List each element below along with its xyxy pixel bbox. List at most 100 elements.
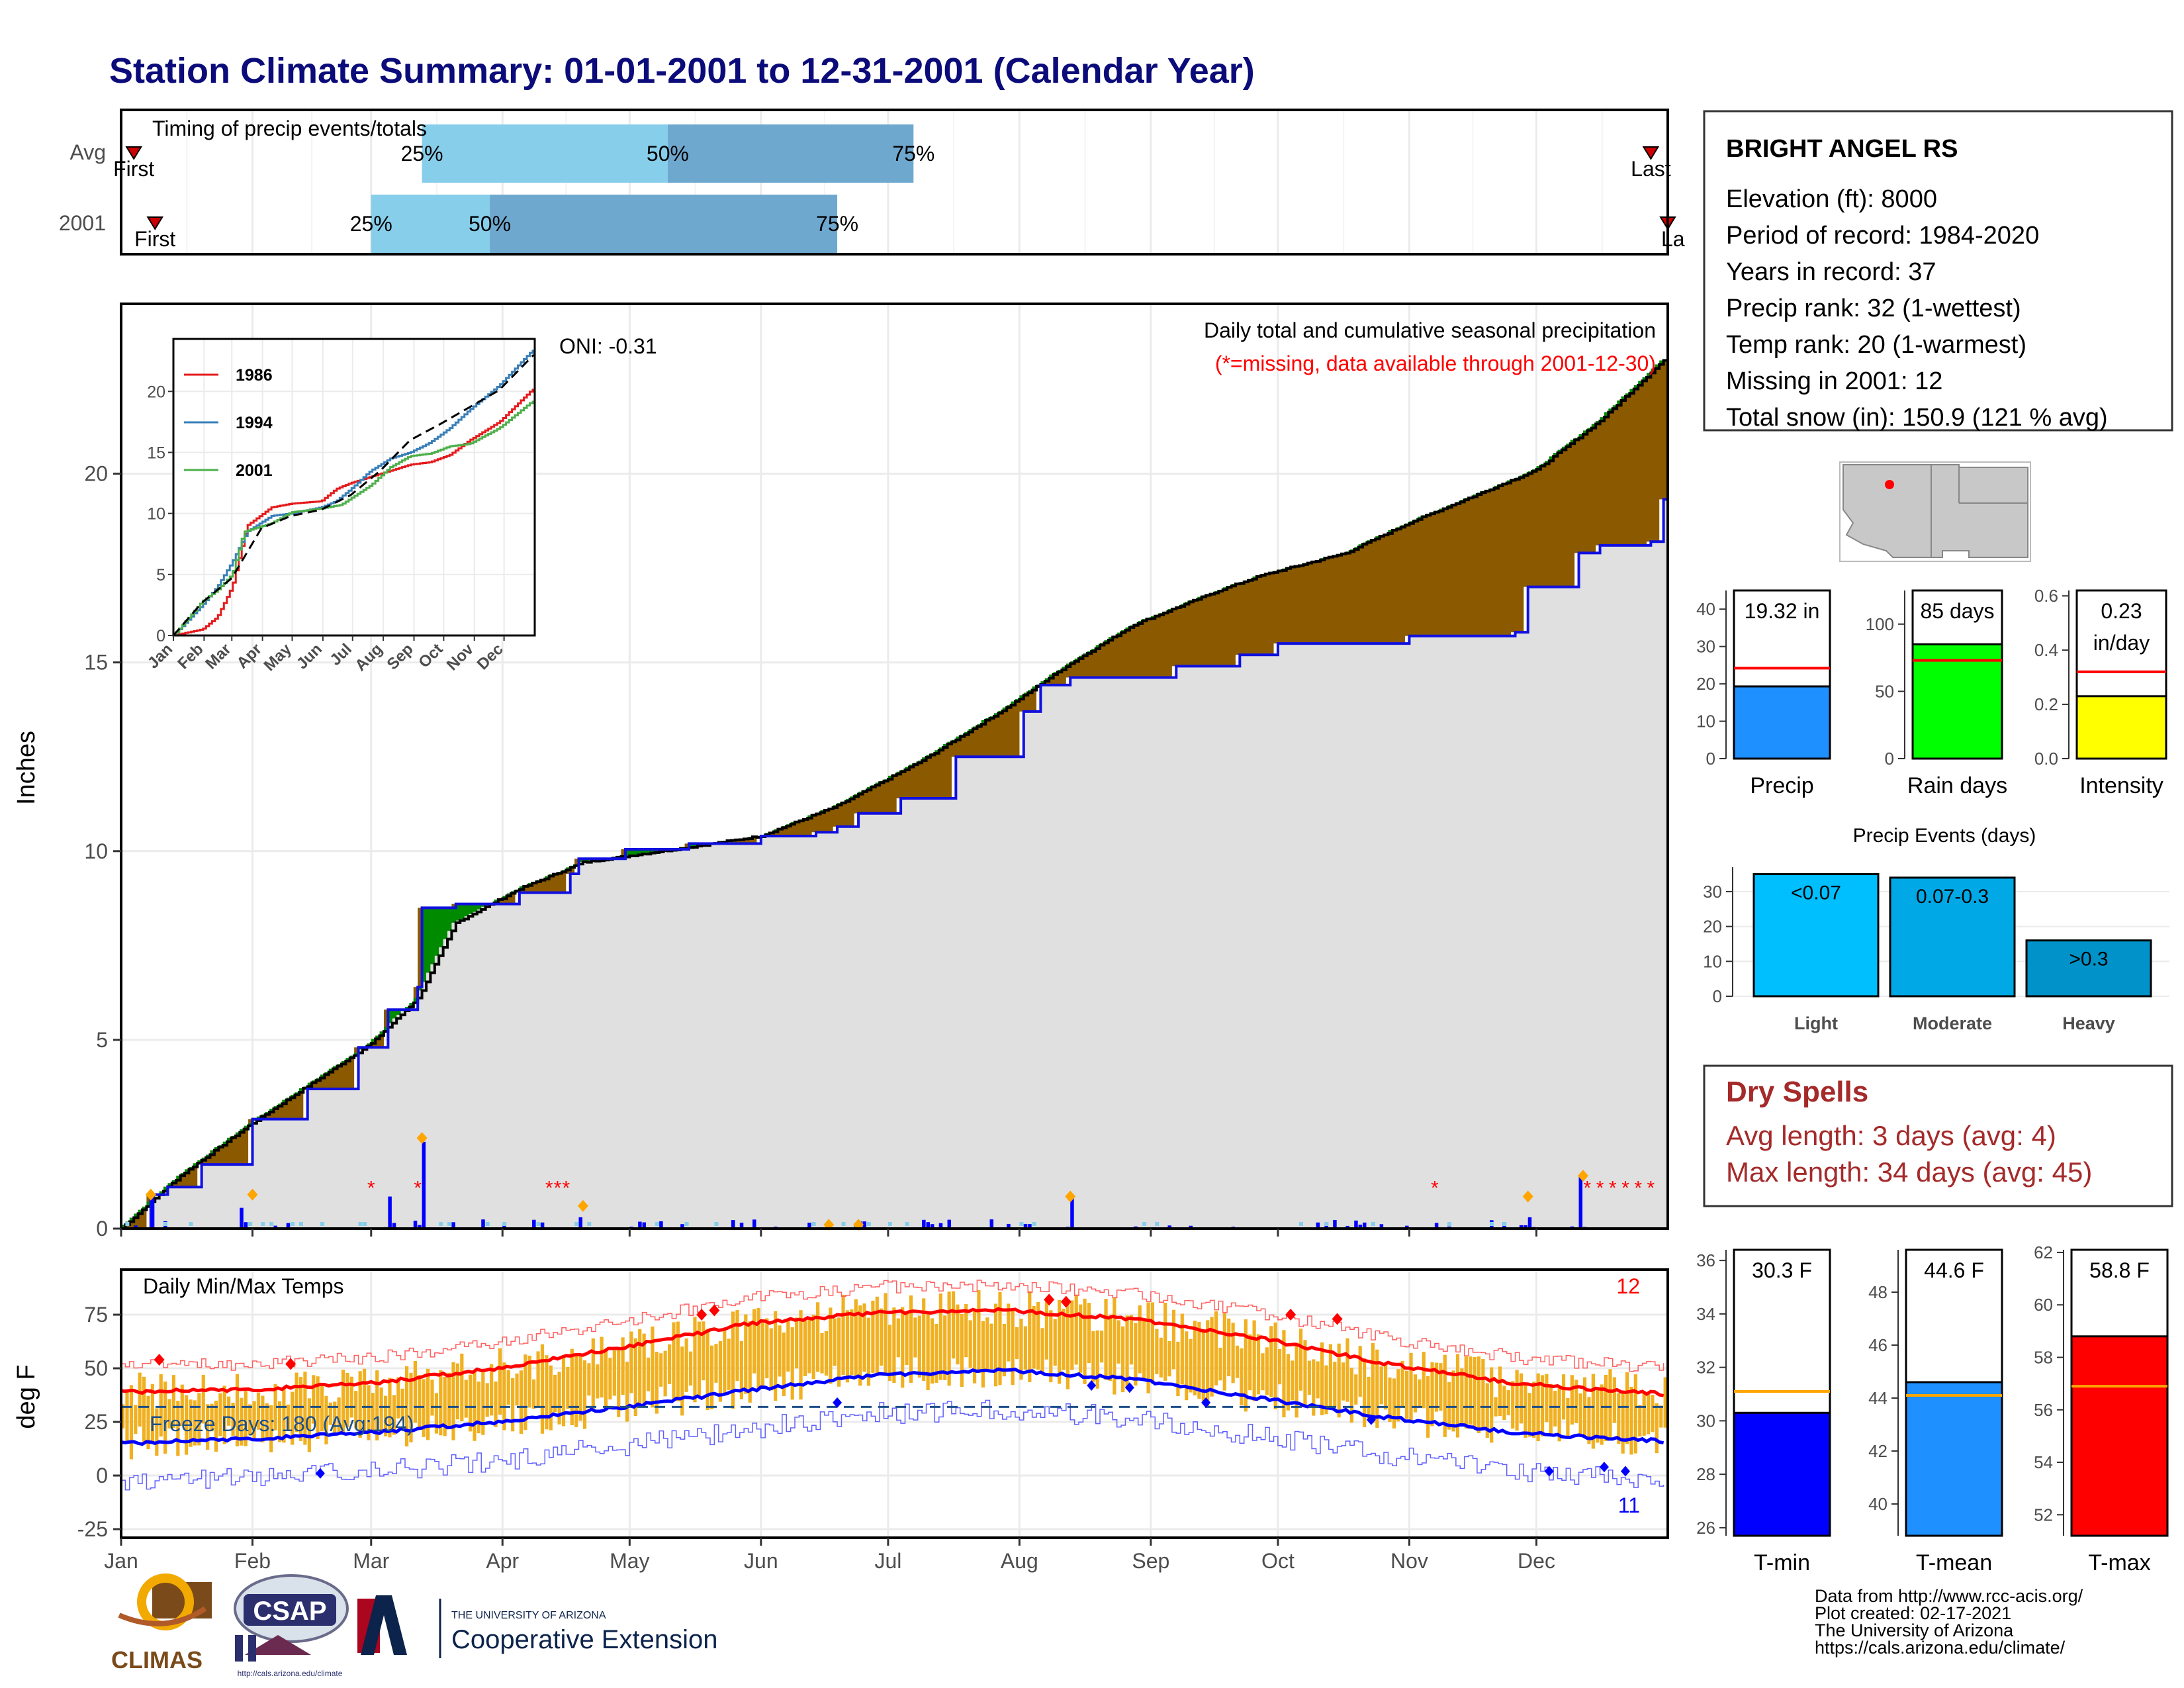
daily-temp-range-bar: [1240, 1348, 1244, 1405]
daily-temp-range-bar: [367, 1385, 371, 1440]
missing-day-marker: *: [545, 1178, 553, 1199]
daily-temp-range-bar: [1481, 1359, 1485, 1430]
record-low-marker: [1087, 1380, 1097, 1391]
daily-temp-range-bar: [1079, 1304, 1083, 1373]
daily-temp-range-bar: [1561, 1374, 1566, 1420]
temperature-panel-border: [120, 1268, 1669, 1539]
timing-quartile-label: 50%: [469, 212, 511, 236]
daily-temp-range-bar: [409, 1372, 413, 1443]
daily-temp-range-bar: [469, 1374, 473, 1432]
daily-temp-range-bar: [1159, 1337, 1163, 1378]
summary-bar-value-label: 85 days: [1920, 599, 1994, 623]
daily-temp-range-bar: [498, 1348, 502, 1415]
daily-temp-range-bar: [282, 1386, 286, 1443]
last-event-label: La: [1661, 227, 1685, 251]
daily-precip-bar: [451, 1222, 455, 1229]
daily-temp-range-bar: [837, 1317, 841, 1387]
ua-cooperative-extension-logo: THE UNIVERSITY OF ARIZONA Cooperative Ex…: [357, 1595, 717, 1658]
daily-temp-range-bar: [1252, 1320, 1256, 1401]
daily-temp-range-bar: [1337, 1343, 1341, 1418]
daily-temp-range-bar: [1604, 1375, 1608, 1441]
summary-bar-Intensity: [2075, 695, 2167, 760]
daily-temp-range-bar: [1511, 1381, 1515, 1429]
normal-max-temp-line: [120, 1307, 1664, 1397]
daily-temp-range-bar: [273, 1383, 277, 1430]
inset-border: [172, 338, 536, 637]
daily-temp-range-bar: [286, 1404, 290, 1431]
daily-temp-range-bar: [1277, 1348, 1282, 1385]
summary-bar-category-label: Rain days: [1907, 773, 2007, 798]
climas-wordmark: CLIMAS: [111, 1646, 203, 1673]
daily-temp-range-bar: [1244, 1319, 1248, 1412]
daily-temp-range-bar: [1146, 1302, 1150, 1393]
summary-bar-tick-label: 28: [1696, 1464, 1715, 1484]
daily-temp-range-bar: [663, 1350, 667, 1397]
locator-map: [1839, 461, 2031, 562]
snow-marker: [485, 1222, 490, 1226]
summary-bar-tick-label: 46: [1868, 1335, 1888, 1355]
daily-temp-range-bar: [1434, 1362, 1439, 1412]
record-low-marker: [1124, 1382, 1134, 1393]
precip-events-tick-label: 10: [1703, 951, 1722, 971]
daily-precip-bar: [1519, 1225, 1524, 1229]
daily-temp-range-bar: [756, 1307, 760, 1389]
daily-temp-range-bar: [934, 1323, 938, 1383]
daily-temp-range-bar: [341, 1370, 345, 1434]
daily-precip-bar: [532, 1219, 536, 1229]
daily-temp-range-bar: [477, 1382, 481, 1434]
month-tick-label: May: [610, 1549, 649, 1573]
snow-marker: [905, 1222, 909, 1226]
month-tick-label: Nov: [1390, 1549, 1428, 1573]
inset-average-line: [172, 353, 535, 636]
summary-bar-tick-label: 0.4: [2034, 640, 2058, 660]
record-high-marker: [154, 1354, 165, 1366]
daily-temp-range-bar: [379, 1387, 383, 1432]
daily-temp-range-bar: [1121, 1326, 1125, 1393]
daily-temp-range-bar: [244, 1391, 248, 1446]
precip-events-tick-label: 20: [1703, 917, 1722, 937]
record-min-temp-line: [121, 1399, 1664, 1491]
snow-marker: [1371, 1222, 1375, 1226]
daily-temp-range-bar: [1638, 1405, 1642, 1437]
daily-precip-bar: [642, 1222, 647, 1229]
record-low-marker: [1620, 1466, 1630, 1477]
daily-temp-range-bar: [354, 1391, 358, 1429]
daily-temp-range-bar: [1625, 1372, 1629, 1444]
daily-temp-range-bar: [163, 1382, 167, 1454]
daily-temp-range-bar: [926, 1314, 930, 1390]
daily-temp-range-bar: [418, 1375, 422, 1430]
inset-series-line-1986: [173, 389, 534, 637]
station-info-box: BRIGHT ANGEL RS Elevation (ft): 8000 Per…: [1703, 110, 2173, 432]
summary-bar-T-min: [1733, 1411, 1831, 1537]
daily-temp-range-bar: [1066, 1299, 1070, 1389]
daily-temp-range-bar: [214, 1400, 218, 1452]
daily-temp-range-bar: [1100, 1331, 1104, 1363]
daily-precip-bar: [807, 1223, 811, 1229]
missing-day-marker: *: [1634, 1178, 1642, 1199]
timing-quartile-label: 25%: [350, 212, 392, 236]
daily-temp-range-bar: [922, 1298, 926, 1382]
daily-temp-range-bar: [774, 1311, 778, 1401]
daily-temp-range-bar: [1570, 1375, 1574, 1425]
daily-temp-range-bar: [1049, 1310, 1053, 1383]
summary-bar-category-label: T-min: [1754, 1550, 1810, 1575]
daily-temp-range-bar: [1392, 1378, 1396, 1429]
daily-temp-range-bar: [820, 1333, 824, 1374]
daily-precip-bar: [1023, 1223, 1028, 1229]
daily-temp-range-bar: [494, 1381, 498, 1427]
daily-temp-range-bar: [1320, 1342, 1324, 1415]
daily-temp-range-bar: [443, 1376, 447, 1436]
daily-temp-range-bar: [125, 1389, 129, 1442]
daily-temp-range-bar: [1040, 1328, 1044, 1374]
daily-temp-range-bar: [1129, 1315, 1134, 1365]
daily-temp-range-bar: [269, 1405, 273, 1452]
first-event-label: First: [113, 157, 154, 181]
daily-precip-bar: [989, 1219, 994, 1229]
daily-temp-range-bar: [612, 1350, 616, 1396]
daily-temp-range-bar: [451, 1362, 455, 1440]
daily-temp-range-bar: [1091, 1331, 1095, 1382]
snow-marker: [125, 1222, 130, 1226]
summary-bar-tick-label: 60: [2034, 1295, 2053, 1315]
snow-day-marker: [247, 1188, 258, 1201]
daily-temp-range-bar: [1193, 1321, 1197, 1395]
